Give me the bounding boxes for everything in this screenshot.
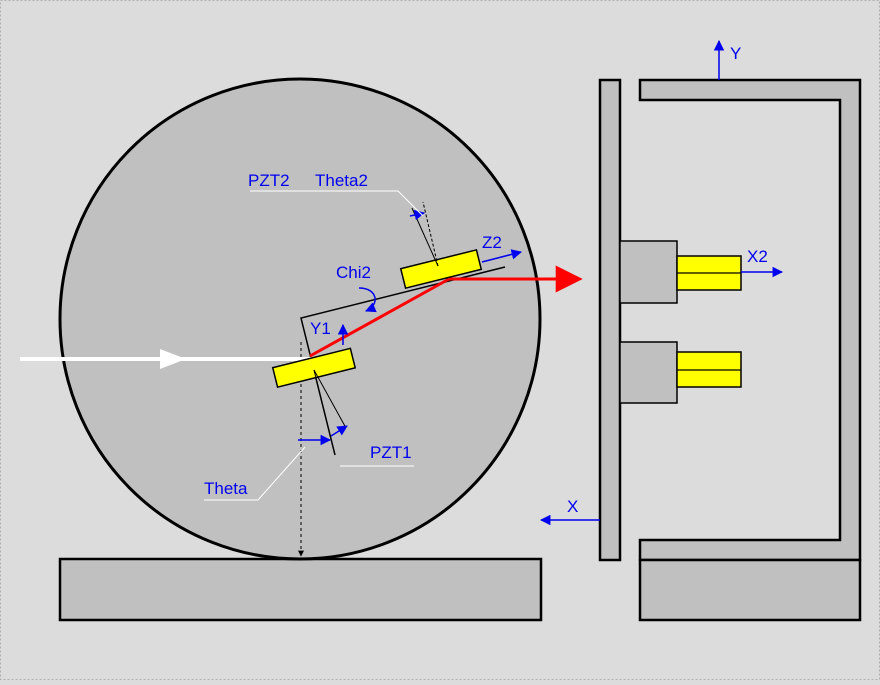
z2-arrow-icon [481,249,523,263]
c-frame [638,78,862,562]
label-pzt2: PZT2 [248,171,290,190]
incoming-beam-arrow-icon [160,349,186,369]
label-pzt1: PZT1 [370,443,412,462]
label-x2: X2 [747,247,768,266]
label-x: X [567,497,578,516]
diffracted-beam [309,277,450,358]
label-y1: Y1 [310,319,331,338]
vertical-plate [598,78,622,562]
label-chi2: Chi2 [336,263,371,282]
pzt2-arrow-icon [409,209,426,221]
right-base [638,558,862,622]
label-z2: Z2 [482,233,502,252]
goniometer-base [58,557,543,622]
label-theta2: Theta2 [315,171,368,190]
label-y: Y [730,44,741,63]
crystal-2 [399,248,483,290]
pzt2-theta2-leader [250,190,424,217]
chi2-rotation-icon [358,287,377,313]
crystal1-normal-tilted [313,369,347,429]
pzt1-arrow-icon [330,425,348,437]
theta-leader [204,446,306,501]
crystal-1 [271,347,357,389]
detector-mount-upper [619,240,678,304]
goniometer-wheel [58,77,542,561]
label-theta: Theta [204,479,248,498]
crystal1-normal [313,369,336,456]
crystal2-normal [422,201,439,267]
detector-mount-lower [619,341,678,404]
